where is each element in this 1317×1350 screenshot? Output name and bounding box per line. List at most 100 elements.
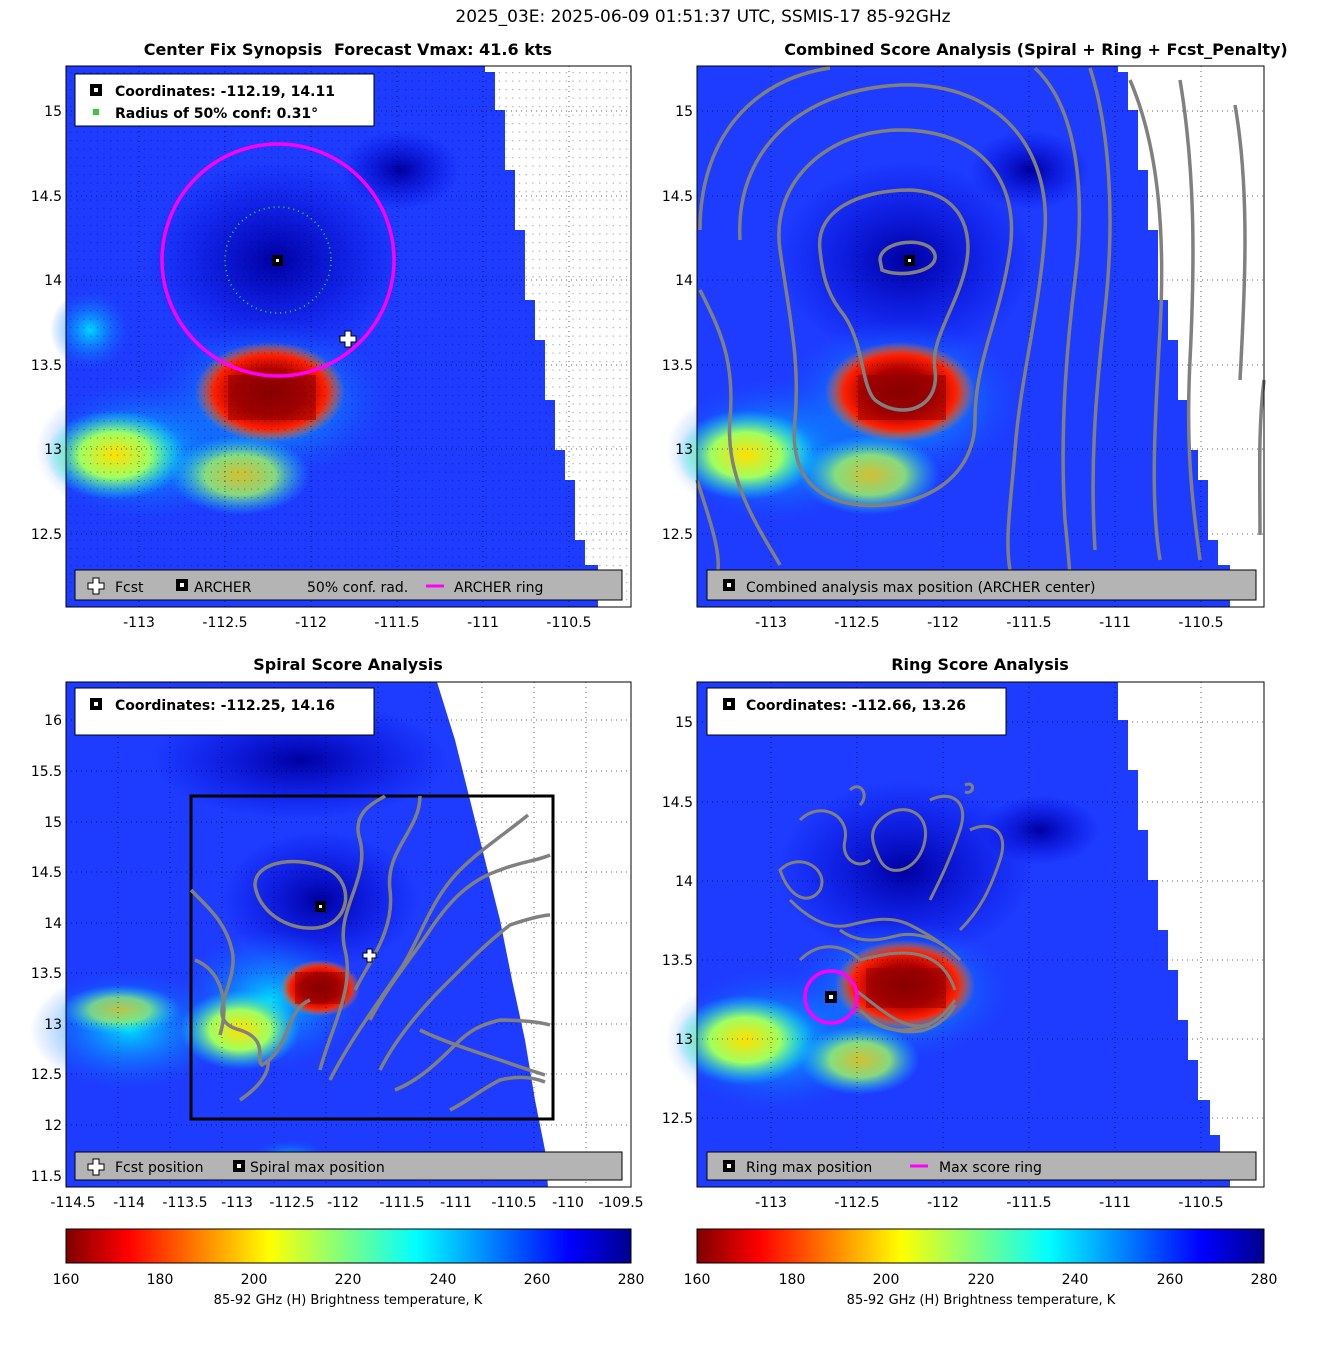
y-tick: 13.5 [31,358,62,374]
y-tick: 14 [675,273,693,289]
coords-text: Coordinates: -112.66, 13.26 [746,698,966,714]
x-tick: -109.5 [598,1195,643,1211]
x-tick: -112 [927,1195,959,1211]
panel-center-fix: Center Fix Synopsis Forecast Vmax: 41.6 … [31,40,632,631]
cbar-tick: 220 [968,1272,995,1288]
y-tick: 13 [44,442,62,458]
y-tick: 12 [44,1118,62,1134]
search-box [189,794,555,1121]
colorbar-right: 160 180 200 220 240 260 280 85-92 GHz (H… [684,1228,1278,1308]
x-tick: -112.5 [834,1195,879,1211]
forecast-position-marker [362,948,377,963]
conf-radius-circle [224,206,332,314]
x-tick: -112 [295,615,327,631]
y-tick: 14 [44,916,62,932]
y-tick: 15 [44,104,62,120]
cbar-tick: 200 [873,1272,900,1288]
x-tick: -110.5 [491,1195,536,1211]
x-tick: -110.5 [1178,1195,1223,1211]
legend-fcst-position: Fcst position [115,1160,203,1176]
panel-spiral: Spiral Score Analysis [30,655,644,1211]
y-axis-ticks: 12.5 13 13.5 14 14.5 15 [662,104,693,543]
panel-title-left: Center Fix Synopsis [144,40,323,59]
y-tick: 15.5 [31,764,62,780]
x-tick: -113 [123,615,155,631]
colorbar-gradient [696,1228,1265,1264]
panel-ring: Ring Score Analysis [662,655,1265,1211]
figure-suptitle: 2025_03E: 2025-06-09 01:51:37 UTC, SSMIS… [455,7,950,27]
x-tick: -111.5 [1006,1195,1051,1211]
info-box: Coordinates: -112.66, 13.26 [706,687,1007,736]
colorbar-left: 160 180 200 220 240 260 280 85-92 GHz (H… [53,1228,645,1308]
brightness-field [666,66,1230,607]
cbar-tick: 280 [618,1272,645,1288]
cbar-tick: 240 [1062,1272,1089,1288]
legend-bar: Fcst position Spiral max position [74,1151,623,1181]
x-tick: -113.5 [162,1195,207,1211]
radius-text: Radius of 50% conf: 0.31° [115,106,318,122]
ring-score-contours [778,782,1005,1034]
x-tick: -110 [552,1195,584,1211]
y-tick: 13.5 [31,966,62,982]
colorbar-gradient [65,1228,632,1264]
x-tick: -111 [1099,1195,1131,1211]
y-tick: 13.5 [662,953,693,969]
y-tick: 11.5 [31,1169,62,1185]
legend-max-score-ring: Max score ring [939,1160,1042,1176]
x-axis-ticks: -113 -112.5 -112 -111.5 -111 -110.5 [755,615,1223,631]
y-tick: 13 [675,442,693,458]
x-tick: -112 [927,615,959,631]
y-tick: 12.5 [662,1111,693,1127]
y-axis-ticks: 11.5 12 12.5 13 13.5 14 14.5 15 15.5 16 [31,713,62,1185]
x-tick: -113 [221,1195,253,1211]
y-tick: 14.5 [662,795,693,811]
score-contours [695,66,1266,581]
panel-title: Combined Score Analysis (Spiral + Ring +… [784,40,1287,59]
legend-bar: Fcst ARCHER 50% conf. rad. ARCHER ring [74,569,623,601]
legend-bar: Combined analysis max position (ARCHER c… [706,569,1257,601]
cbar-tick: 240 [430,1272,457,1288]
y-axis-ticks: 12.5 13 13.5 14 14.5 15 [662,715,693,1127]
cbar-tick: 200 [241,1272,268,1288]
cbar-tick: 180 [147,1272,174,1288]
y-tick: 15 [675,104,693,120]
legend-archer-ring: ARCHER ring [454,580,543,596]
legend-fcst: Fcst [115,580,144,596]
brightness-field [665,682,1230,1187]
y-tick: 14 [44,273,62,289]
coords-text: Coordinates: -112.25, 14.16 [115,698,335,714]
y-tick: 14.5 [662,189,693,205]
y-tick: 12.5 [31,527,62,543]
legend-combined-max: Combined analysis max position (ARCHER c… [746,580,1095,596]
cbar-tick: 280 [1251,1272,1278,1288]
cbar-tick: 160 [53,1272,80,1288]
y-tick: 13 [675,1032,693,1048]
x-tick: -112 [327,1195,359,1211]
y-tick: 12.5 [662,527,693,543]
forecast-position-marker [339,330,357,348]
x-tick: -112.5 [834,615,879,631]
x-tick: -110.5 [1178,615,1223,631]
panel-title-right: Forecast Vmax: 41.6 kts [334,40,552,59]
y-tick: 14.5 [31,189,62,205]
y-axis-ticks: 12.5 13 13.5 14 14.5 15 [31,104,62,543]
x-tick: -114.5 [50,1195,95,1211]
x-tick: -111.5 [379,1195,424,1211]
panel-title: Spiral Score Analysis [253,655,443,674]
y-tick: 13.5 [662,358,693,374]
x-tick: -112.5 [202,615,247,631]
x-tick: -111.5 [374,615,419,631]
legend-ring-max: Ring max position [746,1160,872,1176]
y-tick: 16 [44,713,62,729]
x-tick: -113 [755,615,787,631]
colorbar-label: 85-92 GHz (H) Brightness temperature, K [847,1293,1116,1308]
panel-combined: Combined Score Analysis (Spiral + Ring +… [662,40,1288,631]
legend-conf-rad: 50% conf. rad. [307,580,408,596]
x-tick: -111.5 [1006,615,1051,631]
max-score-ring [803,969,859,1025]
x-axis-ticks: -114.5 -114 -113.5 -113 -112.5 -112 -111… [50,1195,643,1211]
y-tick: 12.5 [31,1067,62,1083]
cbar-tick: 220 [335,1272,362,1288]
y-tick: 15 [44,815,62,831]
y-tick: 13 [44,1017,62,1033]
